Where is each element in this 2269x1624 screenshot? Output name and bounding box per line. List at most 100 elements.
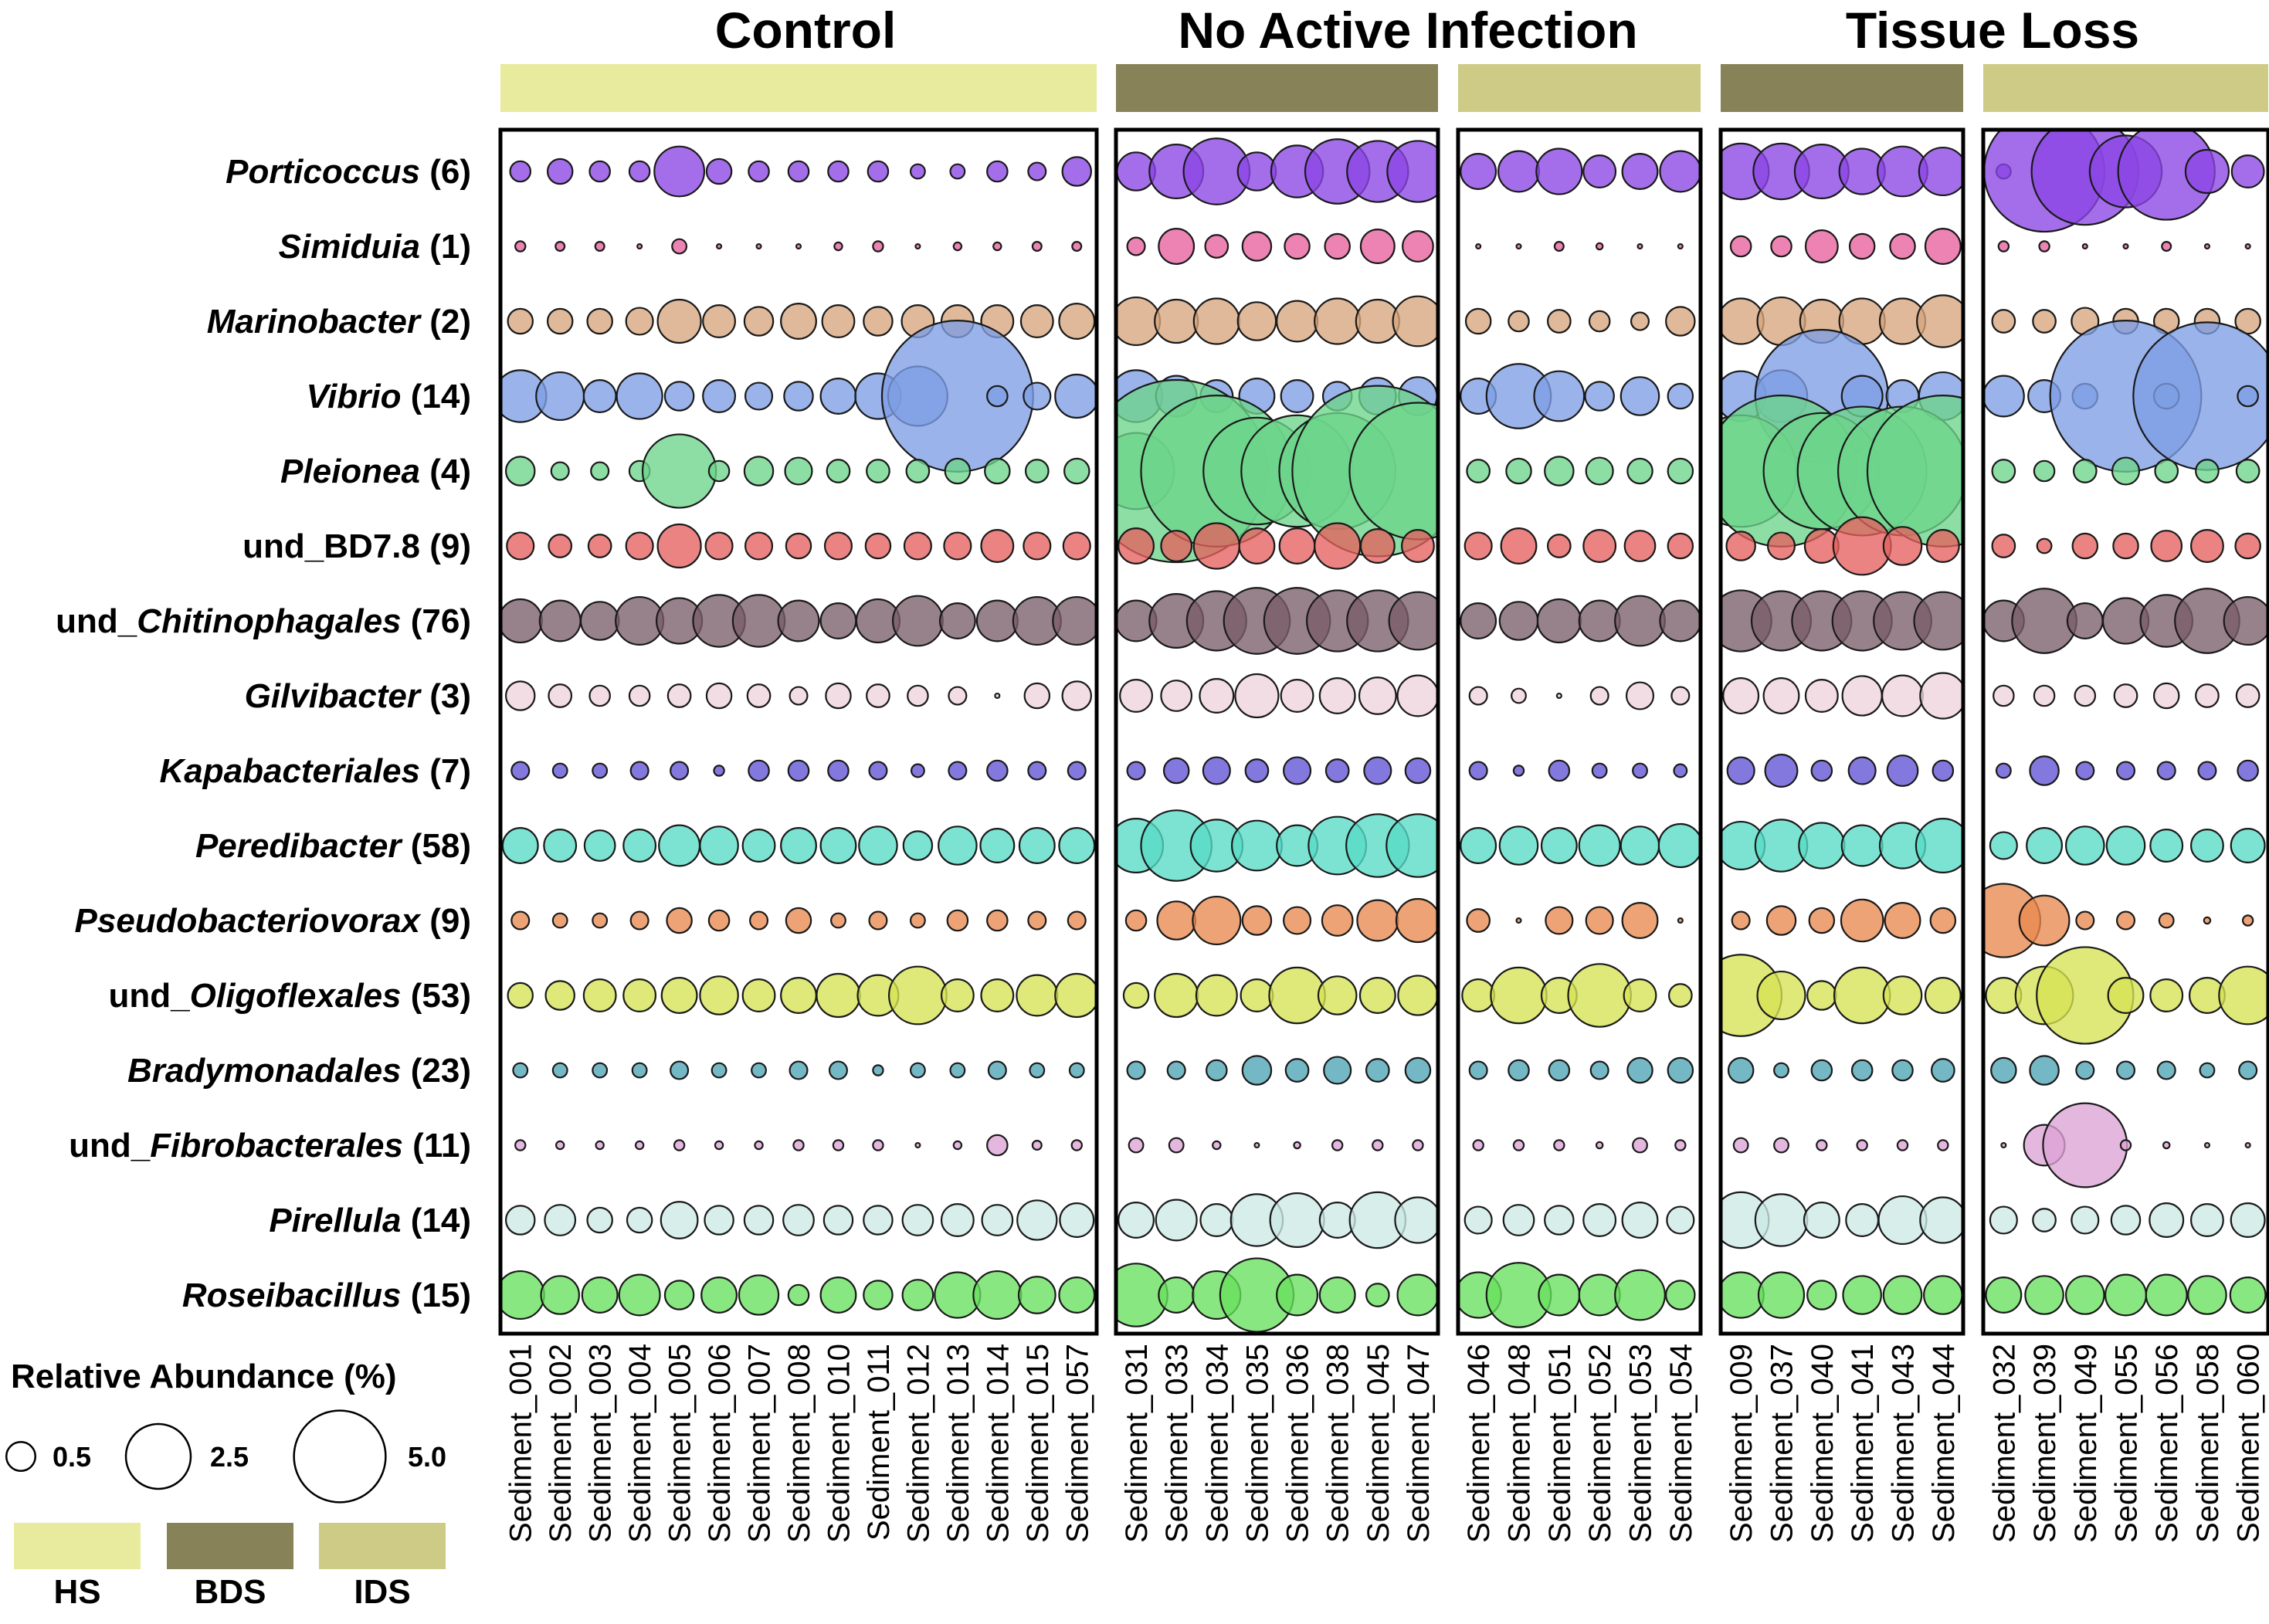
bubble xyxy=(749,910,769,931)
bubble xyxy=(2074,684,2097,707)
sample-label: Sediment_041 xyxy=(1846,1344,1880,1543)
bubble xyxy=(1877,1195,1928,1246)
bubble xyxy=(1667,1056,1694,1084)
bubble xyxy=(1158,1276,1196,1314)
legend-swatch-hs xyxy=(14,1523,141,1569)
bubble xyxy=(1054,373,1097,419)
bubble xyxy=(795,242,802,250)
bubble xyxy=(1023,381,1052,411)
bubble xyxy=(1555,692,1562,700)
bubble xyxy=(510,761,531,781)
legend-size-label: 5.0 xyxy=(408,1441,446,1473)
bubble xyxy=(1358,977,1396,1014)
bubble xyxy=(1468,686,1488,706)
bubble xyxy=(1363,756,1392,785)
bubble xyxy=(1582,1203,1617,1237)
sample-label: Sediment_003 xyxy=(584,1344,618,1543)
bubble xyxy=(2029,1055,2060,1086)
bubble xyxy=(500,598,543,644)
bubble xyxy=(2018,894,2071,947)
bubble xyxy=(592,912,609,929)
bubble xyxy=(583,829,616,862)
bubble xyxy=(777,599,820,642)
sample-label: Sediment_012 xyxy=(901,1344,935,1543)
panel-bubbles xyxy=(1458,147,1701,1328)
bubble xyxy=(1511,687,1527,704)
taxon-label-count: (15) xyxy=(402,1276,471,1314)
bubble xyxy=(1810,1059,1833,1082)
bubble xyxy=(2184,148,2230,195)
bubble xyxy=(1062,531,1091,561)
bubble xyxy=(819,602,857,639)
taxon-label-count: (14) xyxy=(402,378,471,415)
sample-label: Sediment_058 xyxy=(2191,1344,2225,1543)
bubble xyxy=(1889,232,1916,260)
bubble xyxy=(868,910,888,931)
taxon-label: Simiduia (1) xyxy=(279,228,471,266)
bubble xyxy=(1463,1205,1493,1235)
bubble xyxy=(816,972,861,1019)
bubble xyxy=(1841,675,1883,717)
taxon-label: Bradymonadales (23) xyxy=(127,1052,471,1090)
bubble xyxy=(1832,516,1892,576)
bubble xyxy=(507,307,534,335)
group-titles: Control No Active Infection Tissue Loss xyxy=(715,2,2139,59)
bubble xyxy=(866,683,890,708)
bubble xyxy=(1589,1060,1609,1080)
bubble xyxy=(626,1206,653,1234)
taxon-label-name: Marinobacter xyxy=(207,303,422,341)
bubble xyxy=(548,534,573,558)
bubble xyxy=(1067,910,1087,931)
taxon-label-count: (6) xyxy=(420,153,471,191)
panel-frame xyxy=(1456,127,1703,1336)
bubble xyxy=(748,759,770,782)
bubble xyxy=(2033,459,2056,483)
bubble xyxy=(1991,534,2016,558)
bubble xyxy=(2199,1062,2216,1079)
bubble xyxy=(1468,761,1488,781)
bubble xyxy=(618,1273,661,1317)
bubble xyxy=(938,826,978,866)
bubble xyxy=(1930,1058,1955,1083)
bubble xyxy=(1017,1276,1056,1314)
bubble xyxy=(1766,531,1796,561)
bubble xyxy=(504,680,536,711)
bubble xyxy=(1932,759,1955,782)
taxon-labels: Porticoccus (6)Simiduia (1)Marinobacter … xyxy=(56,153,471,1314)
bubble xyxy=(1884,902,1921,939)
bubble xyxy=(2195,459,2220,483)
bubble xyxy=(2161,241,2172,253)
bubble xyxy=(2145,1273,2188,1317)
bubble xyxy=(1497,150,1540,193)
bubble xyxy=(1666,1205,1695,1235)
bubble xyxy=(905,459,931,483)
bubble xyxy=(1466,459,1491,483)
taxon-label: Peredibacter (58) xyxy=(195,827,471,865)
bubble xyxy=(902,830,934,861)
bubble xyxy=(587,534,612,558)
bubble xyxy=(994,692,1001,700)
bubble xyxy=(2158,912,2175,929)
bubble xyxy=(863,1280,894,1310)
bubble xyxy=(1657,822,1701,869)
bubble xyxy=(1498,601,1539,641)
taxon-label-name: Simiduia xyxy=(279,228,420,266)
bubble xyxy=(910,763,925,778)
bubble xyxy=(972,1270,1023,1321)
bubble xyxy=(754,1140,764,1151)
bubble xyxy=(1058,1276,1096,1314)
bubble xyxy=(1659,599,1701,642)
bubble xyxy=(867,160,890,183)
bubble xyxy=(901,1279,934,1311)
taxon-label-prefix: und_ xyxy=(109,977,191,1015)
bubble xyxy=(1995,762,2012,779)
bubble xyxy=(1154,972,1199,1019)
bubble xyxy=(1314,522,1362,570)
bubble xyxy=(1896,1139,1909,1151)
taxon-label-count: (23) xyxy=(402,1052,471,1090)
bubble xyxy=(1533,370,1586,422)
legend-category-label: IDS xyxy=(354,1573,410,1611)
bubble xyxy=(785,532,812,560)
sample-label: Sediment_001 xyxy=(504,1344,538,1543)
bubble xyxy=(2189,1203,2224,1237)
